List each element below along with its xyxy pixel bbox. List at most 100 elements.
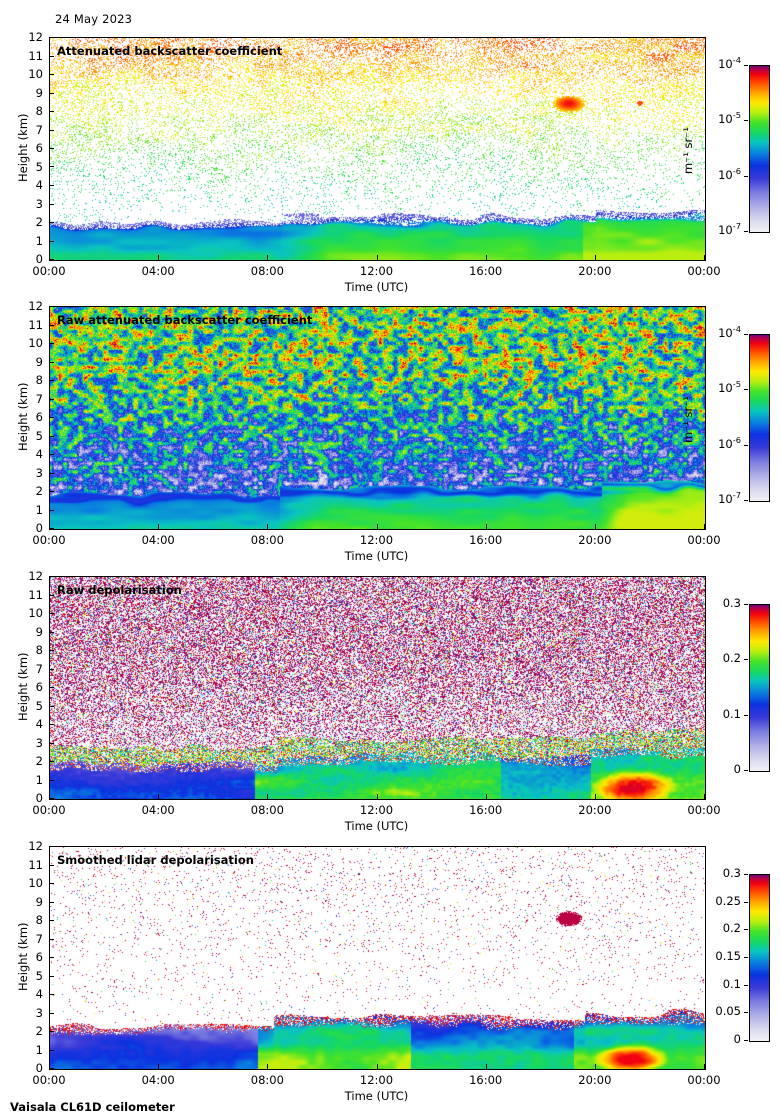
y-tick-label: 5 — [35, 159, 43, 174]
y-tick-label: 0 — [35, 791, 43, 805]
colorbar-raw-depolarisation — [749, 604, 770, 772]
y-tick-mark — [49, 576, 54, 577]
colorbar-tick-label: 0.05 — [715, 1004, 741, 1019]
y-tick-label: 4 — [35, 178, 43, 192]
colorbar-tick-label: 10-7 — [697, 222, 741, 237]
y-tick-mark — [49, 780, 54, 781]
x-tick-mark — [595, 255, 596, 260]
y-tick-label: 12 — [28, 299, 43, 313]
x-tick-label: 08:00 — [250, 803, 284, 817]
x-tick-label: 00:00 — [687, 1073, 721, 1087]
y-tick-mark — [49, 1013, 54, 1014]
y-tick-label: 10 — [28, 336, 43, 350]
x-tick-mark — [267, 524, 268, 529]
colorbar-tick-mantissa: 10 — [718, 492, 733, 506]
colorbar-tick-mantissa: 10 — [718, 223, 733, 237]
x-axis-label: Time (UTC) — [344, 280, 409, 294]
colorbar-gradient — [750, 66, 769, 232]
y-tick-mark — [49, 706, 54, 707]
x-tick-mark — [377, 255, 378, 260]
colorbar-tick-mark — [744, 231, 748, 232]
x-tick-mark — [49, 1064, 50, 1069]
x-tick-label: 04:00 — [141, 803, 175, 817]
y-tick-mark — [49, 491, 54, 492]
y-tick-label: 10 — [28, 67, 43, 81]
y-tick-label: 5 — [35, 698, 43, 713]
colorbar-tick-label: 0 — [733, 762, 741, 776]
x-tick-label: 12:00 — [359, 533, 394, 547]
x-tick-label: 00:00 — [32, 264, 66, 278]
colorbar-tick-label: 0 — [733, 1032, 741, 1046]
x-tick-mark — [158, 524, 159, 529]
y-tick-label: 12 — [28, 30, 43, 44]
plot-area-smoothed-lidar-depolarisation[interactable] — [49, 846, 706, 1070]
x-tick-mark — [158, 1064, 159, 1069]
x-tick-label: 20:00 — [578, 264, 612, 278]
y-tick-label: 7 — [35, 122, 43, 137]
y-tick-mark — [49, 761, 54, 762]
y-tick-mark — [49, 902, 54, 903]
x-tick-label: 16:00 — [469, 264, 503, 278]
x-tick-mark — [49, 794, 50, 799]
y-tick-mark — [49, 650, 54, 651]
colorbar-tick-mantissa: 10 — [718, 381, 733, 396]
colorbar-tick-mantissa: 10 — [718, 436, 733, 451]
y-tick-label: 12 — [28, 839, 43, 853]
y-tick-label: 0 — [35, 252, 43, 266]
y-tick-mark — [49, 130, 54, 131]
colorbar-tick-mark — [744, 902, 748, 903]
colorbar-tick-mark — [744, 389, 748, 390]
y-tick-mark — [49, 939, 54, 940]
y-tick-label: 0 — [35, 1061, 43, 1075]
colorbar-tick-label: 10-4 — [697, 56, 741, 71]
y-tick-mark — [49, 528, 54, 529]
y-axis-label: Height (km) — [16, 382, 30, 451]
y-tick-mark — [49, 846, 54, 847]
y-tick-mark — [49, 883, 54, 884]
y-tick-label: 7 — [35, 391, 43, 406]
x-tick-label: 20:00 — [578, 533, 612, 547]
x-tick-mark — [377, 524, 378, 529]
x-axis-label: Time (UTC) — [344, 819, 409, 833]
colorbar-smoothed-lidar-depolarisation — [749, 874, 770, 1042]
x-tick-label: 16:00 — [469, 803, 503, 817]
colorbar-tick-mantissa: 10 — [718, 167, 733, 182]
y-tick-mark — [49, 241, 54, 242]
date-stamp: 24 May 2023 — [55, 12, 133, 26]
plot-area-raw-depolarisation[interactable] — [49, 576, 706, 800]
y-tick-label: 11 — [28, 587, 43, 602]
y-tick-label: 11 — [28, 48, 43, 63]
plot-area-raw-attenuated-backscatter[interactable] — [49, 306, 706, 530]
y-tick-mark — [49, 595, 54, 596]
y-tick-label: 4 — [35, 717, 43, 731]
x-tick-label: 00:00 — [687, 803, 721, 817]
colorbar-gradient — [750, 335, 769, 501]
x-tick-mark — [267, 794, 268, 799]
x-tick-mark — [704, 794, 705, 799]
x-tick-label: 12:00 — [359, 1073, 394, 1087]
x-axis-label: Time (UTC) — [344, 1089, 409, 1103]
y-tick-mark — [49, 510, 54, 511]
y-tick-label: 1 — [35, 502, 43, 517]
y-tick-mark — [49, 417, 54, 418]
colorbar-tick-label: 10-5 — [697, 380, 741, 396]
x-tick-label: 04:00 — [141, 533, 175, 547]
colorbar-tick-mark — [744, 957, 748, 958]
y-tick-mark — [49, 222, 54, 223]
x-tick-label: 00:00 — [32, 533, 66, 547]
y-tick-label: 8 — [35, 373, 43, 387]
y-tick-mark — [49, 185, 54, 186]
y-tick-label: 10 — [28, 606, 43, 620]
x-tick-mark — [158, 794, 159, 799]
colorbar-tick-exponent: -7 — [732, 490, 741, 501]
plot-area-attenuated-backscatter[interactable] — [49, 37, 706, 261]
y-tick-label: 2 — [35, 215, 43, 229]
colorbar-tick-mantissa: 10 — [718, 112, 733, 127]
y-tick-label: 8 — [35, 913, 43, 927]
y-tick-mark — [49, 259, 54, 260]
y-tick-label: 6 — [35, 410, 43, 424]
x-tick-label: 16:00 — [469, 533, 503, 547]
y-tick-mark — [49, 1050, 54, 1051]
y-tick-mark — [49, 454, 54, 455]
colorbar-tick-mark — [744, 659, 748, 660]
